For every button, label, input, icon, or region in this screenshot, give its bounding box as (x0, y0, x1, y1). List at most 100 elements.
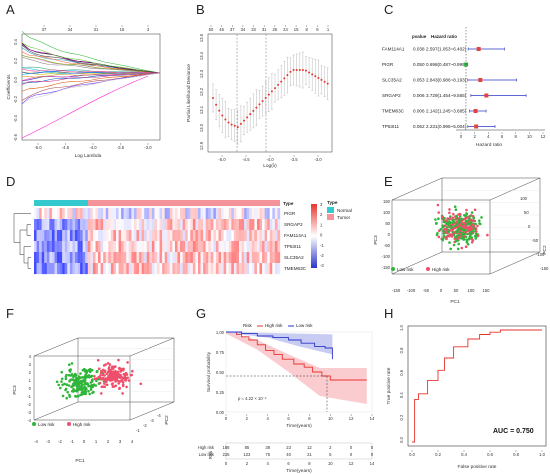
heatmap-cell (267, 241, 270, 253)
heatmap-cell (259, 252, 263, 264)
heatmap-cell (159, 230, 163, 242)
tick-label: 0.2 (13, 57, 18, 63)
pca-point (473, 208, 477, 212)
heatmap-cell (64, 208, 68, 220)
tick-label: 10 (328, 416, 333, 421)
heatmap-cell (54, 208, 58, 220)
heatmap-cell (277, 219, 281, 231)
heatmap-cell (146, 219, 150, 231)
auc-label: AUC = 0.750 (493, 428, 534, 435)
y-tick-label: -2 (27, 402, 31, 407)
cv-point (305, 69, 307, 72)
z-tick-label: -2 (143, 423, 147, 428)
heatmap-cell (151, 263, 155, 275)
cv-point (258, 103, 261, 106)
x-tick-label: 0 (83, 439, 86, 444)
heatmap-cell (205, 252, 209, 264)
box-edge (489, 177, 541, 201)
pca-point (117, 358, 120, 362)
x-tick-label: -1 (70, 439, 74, 444)
type-row-label: Type (283, 201, 294, 206)
heatmap-cell (185, 208, 188, 220)
x-tick-label: 3 (119, 439, 122, 444)
heatmap-cell (205, 263, 209, 275)
heatmap-cell (57, 230, 60, 242)
pca-point (126, 361, 129, 364)
cv-point (233, 124, 236, 127)
heatmap-cell (95, 252, 99, 264)
y-tick-label: -3 (27, 410, 31, 415)
pca-point (105, 383, 109, 387)
heatmap-cell (64, 252, 68, 264)
heatmap-cell (277, 252, 281, 264)
risk-count-high: 23 (286, 445, 291, 450)
heatmap-cell (254, 230, 258, 242)
tick-label: -4.0 (266, 157, 274, 162)
heatmap-cell (256, 219, 260, 231)
coefficient-path (21, 72, 161, 105)
pca-point (93, 377, 97, 381)
heatmap-cell (251, 241, 255, 253)
pca-point (472, 219, 475, 223)
heatmap-cell (162, 219, 165, 231)
x-tick-label: -50 (423, 288, 430, 293)
heatmap-cell (149, 263, 153, 275)
scale-tick: 0 (320, 233, 323, 238)
pca-point (434, 218, 437, 221)
coefficient-path (21, 71, 160, 74)
heatmap-cell (100, 219, 104, 231)
pca-point (472, 216, 476, 219)
heatmap-cell (136, 241, 140, 253)
heatmap-cell (41, 230, 45, 242)
heatmap-cell (59, 252, 63, 264)
gene-label: SRGAP2 (284, 222, 303, 227)
pca-point (469, 226, 472, 230)
heatmap-cell (77, 252, 81, 264)
cv-point (215, 103, 218, 106)
heatmap-cell (110, 241, 114, 253)
y-tick-label: 0.4 (399, 392, 404, 398)
heatmap-cell (39, 252, 42, 264)
forest-hr-text: 2.843(0.986~8.193) (426, 78, 467, 83)
heatmap-cell (198, 219, 201, 231)
cv-point (274, 87, 276, 90)
tick-label: 37 (42, 27, 47, 32)
heatmap-cell (241, 230, 245, 242)
cv-point (261, 100, 264, 103)
tick-label: 6 (287, 416, 290, 421)
pca-point (80, 384, 83, 388)
pca-point (475, 230, 478, 233)
pca-point (84, 368, 87, 372)
heatmap-cell (151, 208, 155, 220)
pca-point (61, 394, 65, 398)
y-tick-label: 150 (383, 199, 391, 204)
pca-point (457, 237, 460, 240)
risk-count-low: 21 (307, 452, 312, 457)
heatmap-cell (108, 208, 112, 220)
y-tick-label: 100 (383, 210, 391, 215)
heatmap-cell (157, 230, 160, 242)
p-value: p = 4.22 × 10⁻⁵ (238, 396, 267, 401)
legend-tumor-swatch (327, 214, 334, 220)
heatmap-cell (62, 219, 65, 231)
heatmap-cell (198, 230, 201, 242)
risk-count-low: 123 (243, 452, 251, 457)
heatmap-cell (205, 241, 209, 253)
heatmap-cell (80, 263, 83, 275)
heatmap-cell (174, 230, 178, 242)
z-axis-label: PC2 (542, 245, 548, 255)
heatmap-cell (77, 208, 81, 220)
heatmap-cell (69, 230, 73, 242)
pca-point (75, 383, 79, 386)
top-axis-ticks: 50 45 37 34 33 31 26 24 15 8 6 1 (209, 25, 330, 32)
pca-point (94, 384, 98, 387)
heatmap-cell (80, 230, 83, 242)
scale-tick: -2 (320, 253, 324, 258)
pca-point (114, 369, 117, 373)
heatmap-cell (244, 263, 247, 275)
heatmap-cell (241, 263, 245, 275)
pca-point (111, 385, 115, 389)
heatmap-cell (154, 230, 158, 242)
heatmap-cell (154, 208, 158, 220)
heatmap-cell (213, 241, 217, 253)
